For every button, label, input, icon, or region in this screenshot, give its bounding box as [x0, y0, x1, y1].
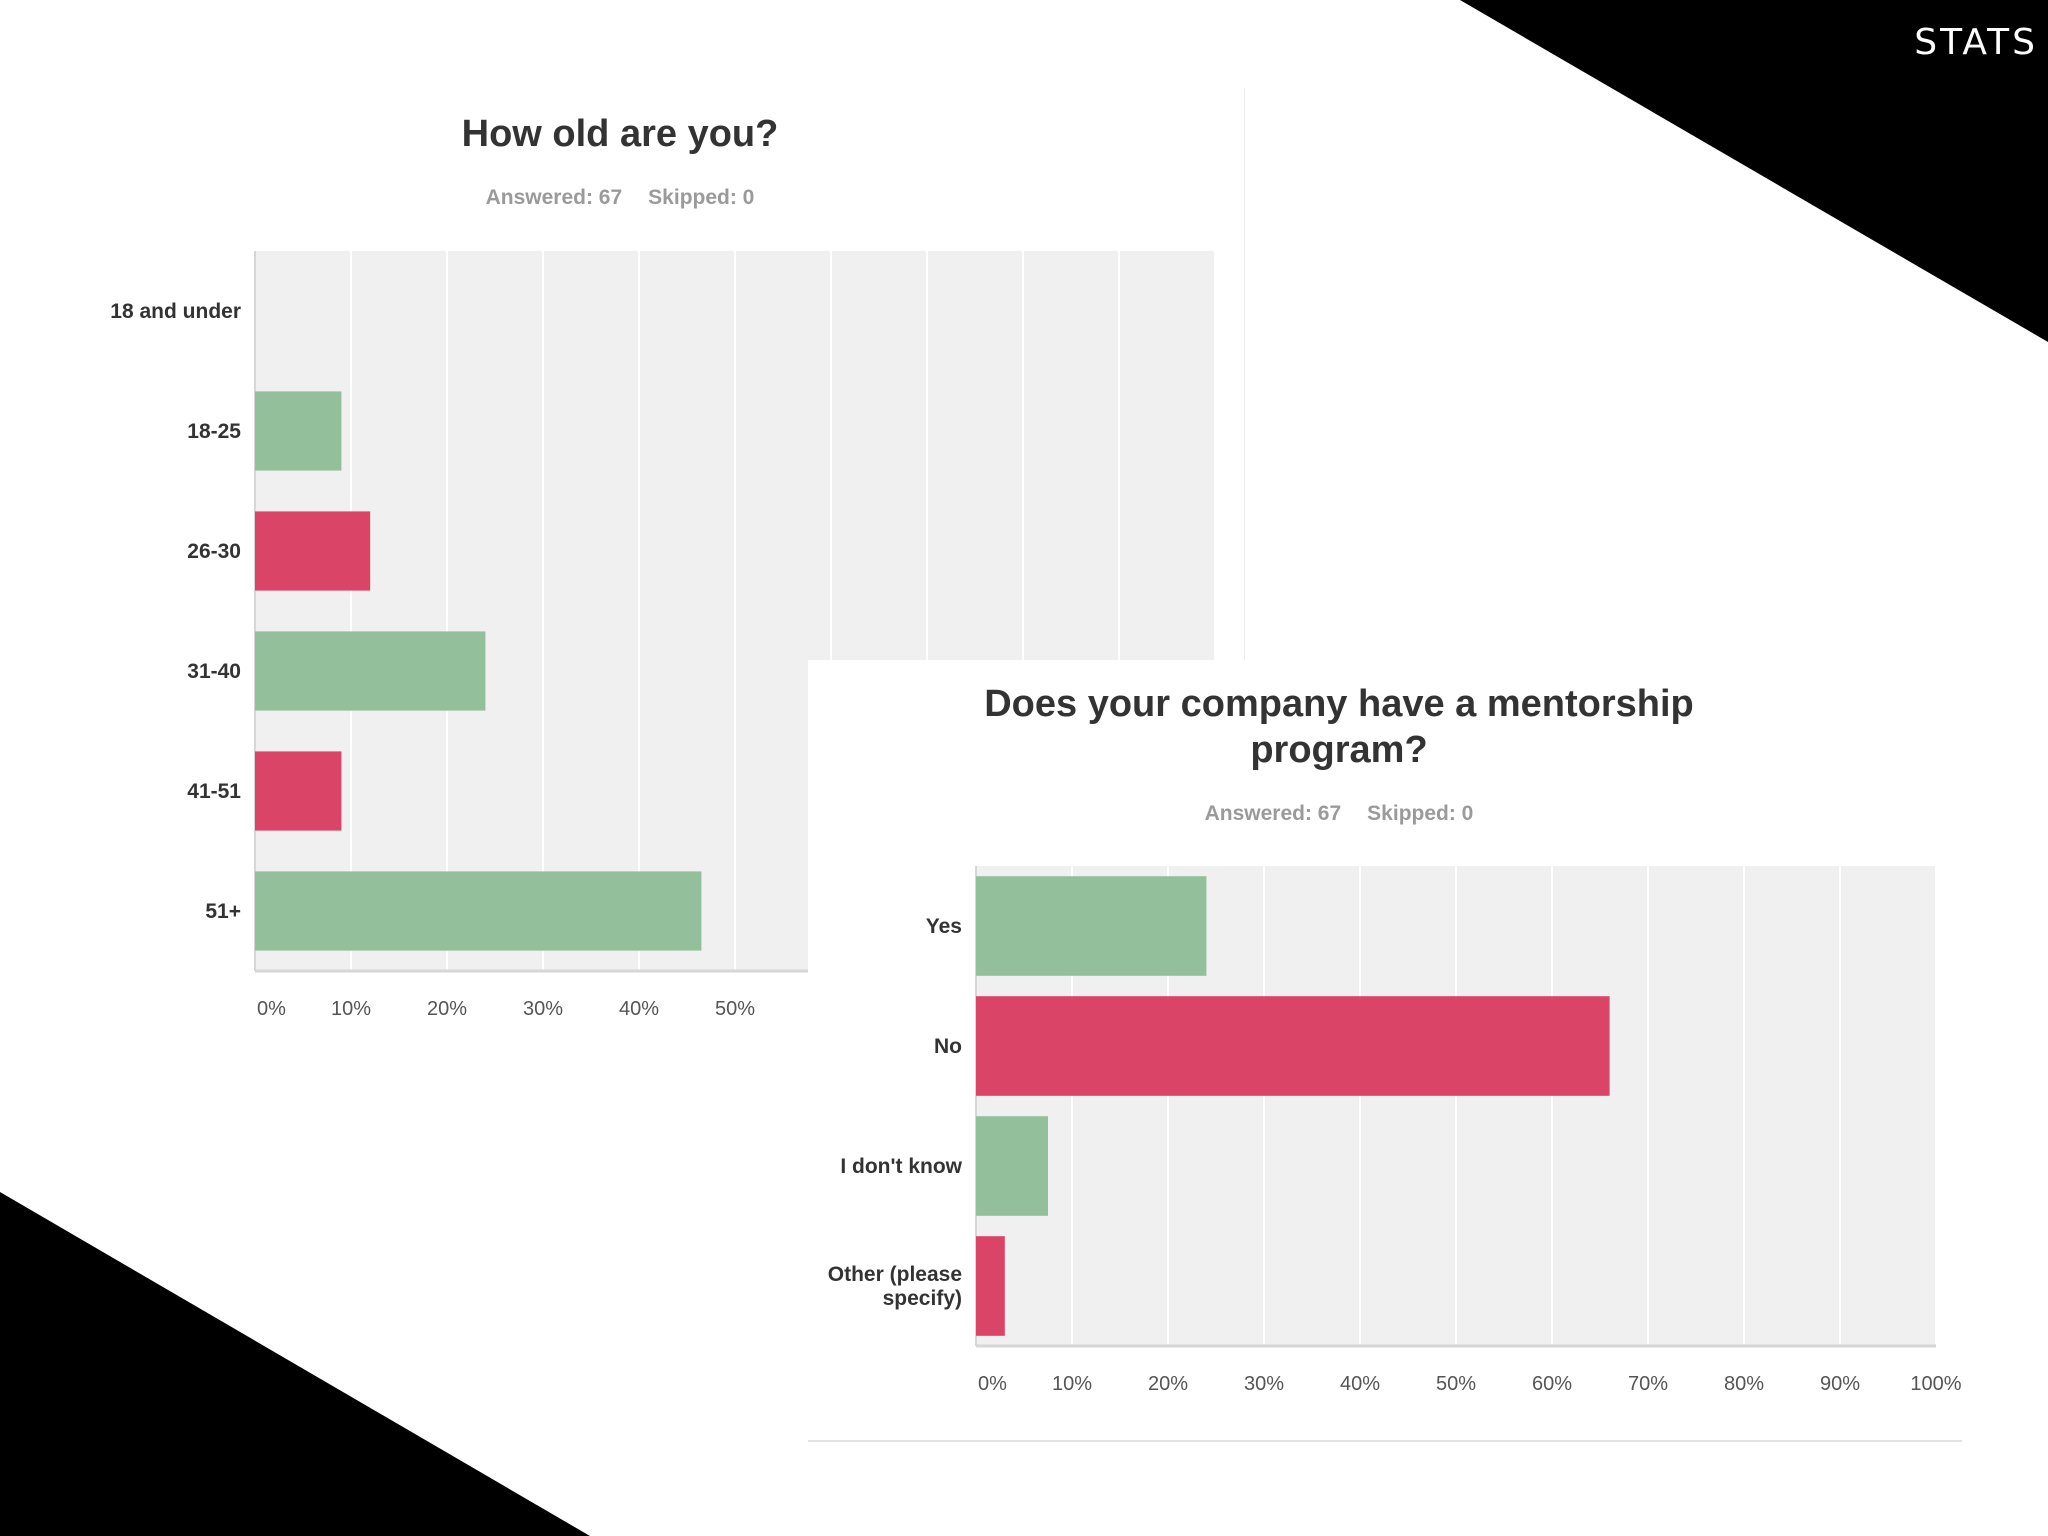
- age-chart-category-label-0: 18 and under: [110, 300, 241, 323]
- mentorship-chart-bar-3: [976, 1236, 1005, 1336]
- age-chart-category-label-3: 31-40: [187, 660, 241, 683]
- mentorship-chart-bar-1: [976, 996, 1610, 1096]
- mentorship-chart-x-tick-label: 40%: [1340, 1373, 1380, 1395]
- age-chart-skipped: Skipped: 0: [648, 186, 755, 209]
- mentorship-chart-x-tick-label: 0%: [978, 1373, 1007, 1395]
- age-chart-category-label-2: 26-30: [187, 540, 241, 563]
- age-chart-bar-5: [255, 871, 702, 951]
- mentorship-chart-x-tick-label: 20%: [1148, 1373, 1188, 1395]
- age-chart-bar-3: [255, 631, 486, 711]
- mentorship-chart-skipped: Skipped: 0: [1367, 802, 1474, 825]
- mentorship-chart-x-tick-label: 50%: [1436, 1373, 1476, 1395]
- mentorship-chart-bar-0: [976, 876, 1207, 976]
- bottom-left-black-wedge: [0, 1192, 590, 1536]
- mentorship-bar-chart: Yes No I don't know Other (please specify) 0%…: [828, 866, 1962, 1395]
- age-chart-x-tick-label: 20%: [427, 998, 467, 1020]
- mentorship-chart-x-tick-label: 90%: [1820, 1373, 1860, 1395]
- mentorship-chart-x-tick-label: 80%: [1724, 1373, 1764, 1395]
- age-chart-x-tick-label: 40%: [619, 998, 659, 1020]
- age-chart-answered: Answered: 67: [485, 186, 623, 209]
- age-chart-bar-2: [255, 511, 371, 591]
- mentorship-chart-response-counts: Answered: 67 Skipped: 0: [808, 802, 1870, 826]
- age-chart-category-label-5: 51+: [205, 900, 241, 923]
- age-chart-category-label-4: 41-51: [187, 780, 241, 803]
- age-chart-bar-4: [255, 751, 342, 831]
- age-chart-x-tick-label: 0%: [257, 998, 286, 1020]
- mentorship-chart-category-label-0: Yes: [926, 915, 962, 938]
- age-chart-category-label-1: 18-25: [187, 420, 241, 443]
- age-chart-x-tick-label: 50%: [715, 998, 755, 1020]
- mentorship-chart-x-tick-label: 70%: [1628, 1373, 1668, 1395]
- age-chart-response-counts: Answered: 67 Skipped: 0: [62, 186, 1178, 210]
- age-chart-x-tick-label: 30%: [523, 998, 563, 1020]
- mentorship-chart-x-tick-label: 60%: [1532, 1373, 1572, 1395]
- age-chart-bar-1: [255, 391, 342, 471]
- mentorship-chart-x-tick-label: 30%: [1244, 1373, 1284, 1395]
- mentorship-chart-bar-2: [976, 1116, 1048, 1216]
- mentorship-chart-category-label-3: Other (please specify): [828, 1263, 962, 1310]
- mentorship-chart-category-label-1: No: [934, 1035, 962, 1058]
- age-chart-title: How old are you?: [461, 113, 779, 155]
- mentorship-chart-category-label-2: I don't know: [840, 1155, 962, 1178]
- mentorship-chart-x-tick-label: 10%: [1052, 1373, 1092, 1395]
- age-chart-x-tick-label: 10%: [331, 998, 371, 1020]
- mentorship-chart-answered: Answered: 67: [1204, 802, 1342, 825]
- mentorship-chart-title: Does your company have a mentorship prog…: [984, 683, 1694, 771]
- slide-title: STATS: [1914, 22, 2038, 63]
- mentorship-chart-panel: Does your company have a mentorship prog…: [808, 660, 1962, 1442]
- age-bar-chart: 18 and under 18-25 26-30 31-40 41-51 51+ 0% 10%…: [110, 251, 1216, 1020]
- top-right-black-wedge: [1460, 0, 2048, 342]
- mentorship-chart-x-tick-label: 100%: [1910, 1373, 1961, 1395]
